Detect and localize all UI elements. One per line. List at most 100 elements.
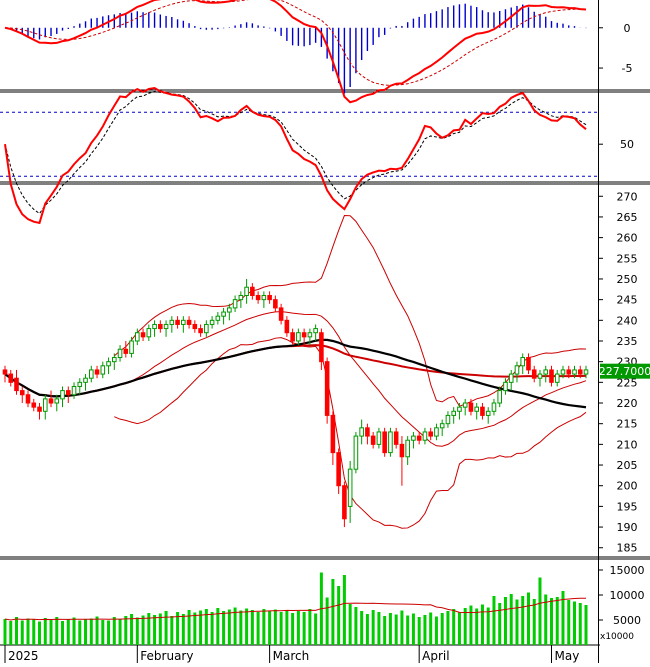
price-axis-tick-label: 245 xyxy=(617,294,638,307)
candle-body xyxy=(376,431,382,445)
candle-body xyxy=(405,439,410,458)
volume-bar xyxy=(314,613,318,645)
price-axis-tick-label: 220 xyxy=(617,397,638,410)
candle-body xyxy=(583,369,589,375)
volume-bar xyxy=(95,616,99,645)
candle-body xyxy=(232,299,238,309)
macd-line xyxy=(4,0,587,104)
volume-bar xyxy=(147,613,151,645)
candle-body xyxy=(25,394,31,404)
price-axis-tick-label: 205 xyxy=(617,459,638,472)
volume-bar xyxy=(285,610,289,645)
candle-body xyxy=(313,328,318,334)
volume-bar xyxy=(325,597,329,645)
candle-body xyxy=(560,369,566,375)
candle-body xyxy=(324,361,330,416)
volume-bar xyxy=(239,610,243,645)
candle-body xyxy=(244,286,249,297)
x-axis-label: April xyxy=(422,649,449,663)
candle-body xyxy=(37,406,42,412)
volume-bar xyxy=(509,594,513,645)
candle-body xyxy=(111,357,117,363)
candle-body xyxy=(457,406,462,412)
candle-body xyxy=(393,431,399,445)
volume-bar xyxy=(118,619,122,645)
candle-body xyxy=(215,315,221,321)
x-axis-label: May xyxy=(554,649,579,663)
price-axis-tick-label: 210 xyxy=(617,438,638,451)
candle-body xyxy=(48,398,54,404)
candle-body xyxy=(209,319,215,325)
candle-body xyxy=(491,402,497,412)
volume-bar xyxy=(233,607,237,645)
volume-bar xyxy=(492,596,496,645)
volume-bar xyxy=(331,579,335,645)
candle-body xyxy=(474,406,480,412)
volume-bar xyxy=(15,617,19,645)
volume-bar xyxy=(49,620,53,645)
candle-body xyxy=(60,390,65,400)
volume-axis-tick-label: 5000 xyxy=(613,614,641,627)
volume-bar xyxy=(360,611,364,645)
last-price-label: 227.7000 xyxy=(599,365,650,378)
volume-ma-line xyxy=(4,597,587,621)
volume-bar xyxy=(503,597,507,645)
volume-bar xyxy=(394,614,398,645)
candle-body xyxy=(411,435,416,441)
candle-body xyxy=(399,443,405,458)
volume-bar xyxy=(388,613,392,645)
volume-bar xyxy=(337,586,341,645)
volume-bar xyxy=(452,609,456,645)
volume-bar xyxy=(578,603,582,645)
candle-body xyxy=(549,369,554,383)
volume-bar xyxy=(423,615,427,645)
volume-bar xyxy=(480,604,484,645)
candle-body xyxy=(508,373,514,383)
candle-body xyxy=(227,307,232,313)
candle-body xyxy=(480,406,485,416)
volume-bar xyxy=(164,611,168,645)
candle-body xyxy=(261,295,267,301)
volume-bar xyxy=(486,607,490,645)
volume-bar xyxy=(193,612,197,645)
candle-body xyxy=(319,332,324,363)
candle-body xyxy=(307,332,313,338)
candle-body xyxy=(439,423,445,429)
volume-bar xyxy=(204,609,208,645)
volume-bar xyxy=(26,618,30,645)
x-axis-label: February xyxy=(140,649,193,663)
candle-body xyxy=(520,357,526,367)
candle-body xyxy=(566,369,572,375)
candle-body xyxy=(388,431,393,454)
candle-body xyxy=(531,369,537,379)
volume-bar xyxy=(572,601,576,645)
volume-bar xyxy=(498,603,502,645)
volume-bar xyxy=(170,616,174,645)
candle-body xyxy=(554,373,560,383)
candle-body xyxy=(342,485,347,520)
macd-axis-tick-label: 0 xyxy=(624,22,631,35)
candle-body xyxy=(301,332,307,338)
volume-bar xyxy=(463,608,467,645)
volume-bar xyxy=(20,620,24,645)
volume-bar xyxy=(262,609,266,645)
volume-bar xyxy=(549,598,553,645)
candle-body xyxy=(221,311,226,317)
volume-bar xyxy=(521,596,525,645)
candle-body xyxy=(267,295,272,301)
volume-bar xyxy=(227,609,231,645)
price-axis-tick-label: 235 xyxy=(617,335,638,348)
price-axis-tick-label: 250 xyxy=(617,273,638,286)
volume-bar xyxy=(475,608,479,645)
volume-bar xyxy=(3,619,7,645)
volume-axis-tick-label: 10000 xyxy=(610,589,645,602)
candle-body xyxy=(572,369,577,375)
volume-bar xyxy=(429,612,433,645)
price-axis-tick-label: 260 xyxy=(617,232,638,245)
rsi-panel: 50 xyxy=(0,86,634,225)
volume-bar xyxy=(406,615,410,645)
candle-body xyxy=(451,410,456,416)
volume-bar xyxy=(141,615,145,645)
